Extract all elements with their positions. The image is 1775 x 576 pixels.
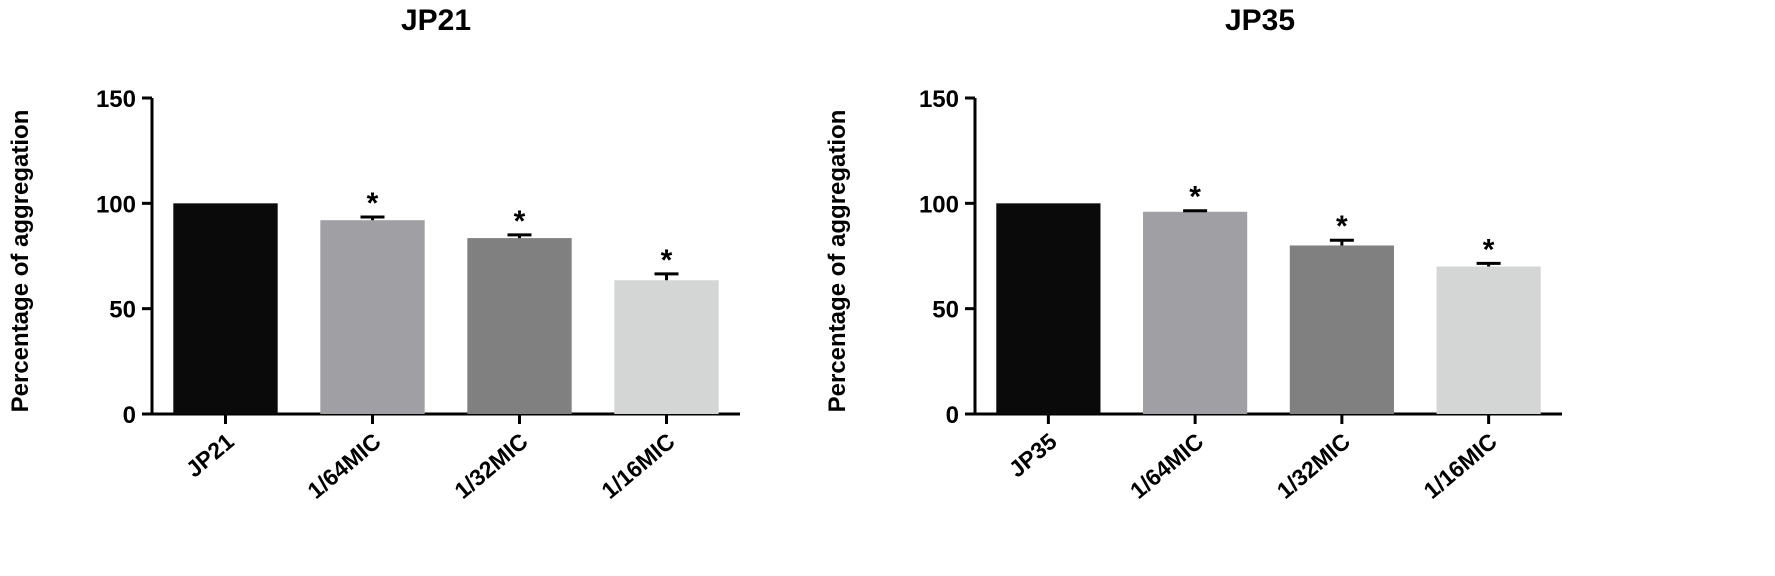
y-tick-label: 0 (946, 402, 959, 429)
x-tick-label: 1/64MIC (302, 428, 385, 504)
significance-mark: * (1336, 210, 1348, 243)
x-tick-label: 1/64MIC (1125, 428, 1208, 504)
bar (173, 203, 278, 414)
bar (320, 220, 425, 414)
significance-mark: * (1189, 181, 1201, 214)
x-tick-label: 1/32MIC (449, 428, 532, 504)
significance-mark: * (514, 205, 526, 238)
bar (1289, 245, 1394, 414)
y-tick-label: 100 (919, 191, 959, 218)
significance-mark: * (367, 187, 379, 220)
y-tick-label: 50 (109, 297, 136, 324)
y-tick-label: 0 (123, 402, 136, 429)
x-tick-label: 1/16MIC (1419, 428, 1502, 504)
x-tick-label: JP35 (1004, 428, 1062, 483)
x-tick-label: 1/32MIC (1272, 428, 1355, 504)
significance-mark: * (661, 244, 673, 277)
y-axis-label: Percentage of aggregation (7, 110, 34, 413)
significance-mark: * (1483, 233, 1495, 266)
x-tick-label: JP21 (181, 428, 239, 483)
bar (1436, 266, 1541, 414)
y-tick-label: 150 (96, 86, 136, 113)
y-axis-label: Percentage of aggregation (824, 110, 851, 413)
bar (614, 280, 719, 414)
chart-title: JP21 (401, 4, 471, 37)
y-tick-label: 100 (96, 191, 136, 218)
y-tick-label: 50 (932, 297, 959, 324)
bar (996, 203, 1101, 414)
x-tick-label: 1/16MIC (596, 428, 679, 504)
y-tick-label: 150 (919, 86, 959, 113)
bar (1143, 211, 1248, 414)
bar (467, 238, 572, 414)
chart-title: JP35 (1225, 4, 1295, 37)
